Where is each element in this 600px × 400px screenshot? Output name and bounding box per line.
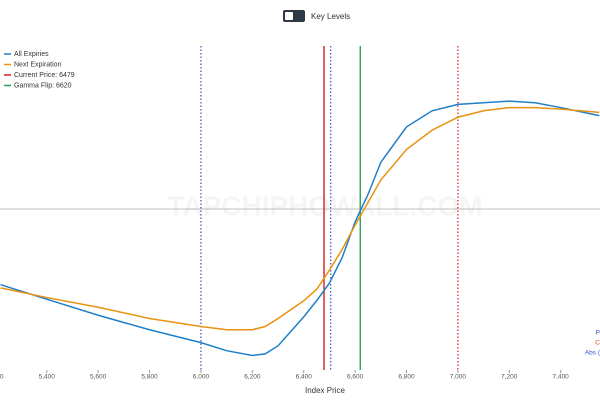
series-line (0, 100, 600, 357)
legend-label: Current Price: 6479 (14, 72, 75, 79)
legend-label: Gamma Flip: 6620 (14, 82, 72, 89)
toggle-switch[interactable] (283, 10, 305, 22)
side-label: C (595, 340, 600, 347)
x-tick-label: 5,200 (0, 374, 4, 381)
legend-label: Next Expiration (14, 61, 62, 68)
x-tick-label: 5,400 (39, 374, 56, 381)
x-axis-label: Index Price (305, 386, 346, 395)
x-tick-label: 6,600 (347, 374, 364, 381)
side-label: P (596, 330, 600, 337)
x-tick-label: 7,200 (501, 374, 518, 381)
x-tick-label: 5,800 (141, 374, 158, 381)
key-levels-toggle[interactable]: Key Levels (283, 10, 350, 22)
side-label: Abs ( (585, 350, 600, 357)
x-tick-label: 6,800 (398, 374, 415, 381)
x-tick-label: 6,200 (244, 374, 261, 381)
x-tick-label: 7,000 (450, 374, 467, 381)
x-tick-label: 7,400 (553, 374, 570, 381)
legend-label: All Expiries (14, 51, 49, 58)
toggle-label: Key Levels (311, 11, 351, 21)
x-tick-label: 6,000 (193, 374, 210, 381)
x-tick-label: 6,400 (296, 374, 313, 381)
series-line (0, 106, 600, 331)
x-tick-label: 5,600 (90, 374, 107, 381)
watermark: TAPCHIPHOWALL.COM (167, 190, 482, 221)
